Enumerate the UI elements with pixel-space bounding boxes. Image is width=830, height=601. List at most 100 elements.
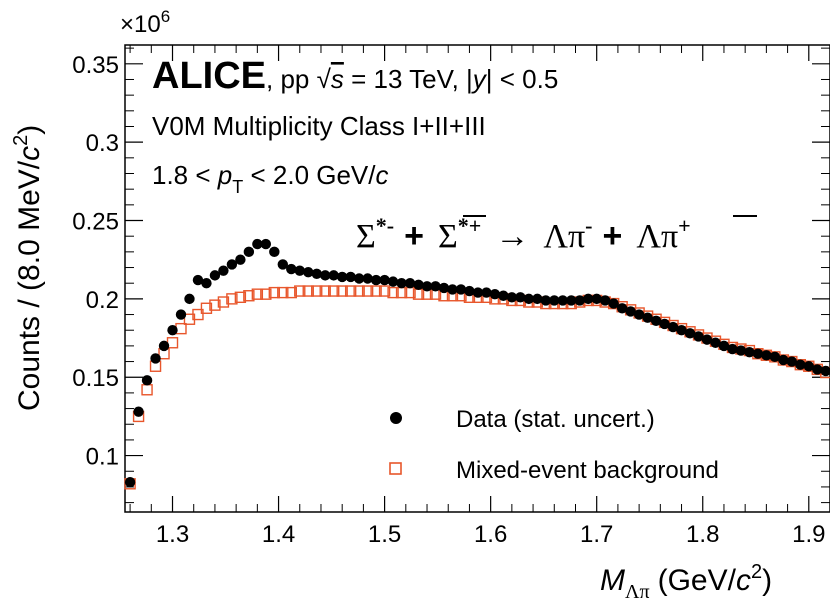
data-point	[218, 265, 229, 276]
data-point	[328, 270, 339, 281]
y-tick-label: 0.1	[86, 444, 119, 471]
y-exponent-label: ×106	[120, 7, 170, 38]
background-point	[226, 293, 238, 305]
data-point	[141, 375, 153, 386]
data-point	[778, 354, 789, 366]
data-point	[464, 285, 475, 297]
data-point	[286, 263, 297, 275]
data-point	[566, 295, 577, 306]
background-point	[234, 291, 247, 304]
data-point	[345, 271, 356, 283]
legend-marker-background	[389, 462, 402, 475]
data-point	[769, 351, 781, 363]
background-point	[361, 285, 374, 297]
data-point	[370, 274, 382, 286]
data-point	[133, 406, 144, 417]
data-point	[795, 359, 806, 370]
background-point	[294, 285, 306, 297]
data-point	[786, 356, 798, 367]
data-point	[710, 337, 721, 348]
data-point	[124, 477, 136, 488]
data-point	[421, 281, 433, 292]
data-point	[447, 284, 458, 295]
background-point	[285, 286, 297, 299]
data-point	[311, 268, 322, 279]
data-point	[744, 346, 755, 358]
x-tick-label: 1.6	[474, 521, 507, 548]
data-point	[812, 364, 823, 375]
legend: Data (stat. uncert.) Mixed-event backgro…	[389, 406, 719, 484]
y-tick-label: 0.15	[72, 365, 119, 392]
data-point	[175, 309, 187, 320]
data-point	[167, 325, 178, 336]
data-point	[659, 318, 670, 330]
data-point	[413, 279, 424, 290]
tick-labels: 1.3 1.4 1.5 1.6 1.7 1.8 1.9 0.1 0.15 0.2 0.25 0.3 0.…	[72, 52, 825, 548]
data-point	[727, 343, 738, 355]
data-point	[735, 345, 747, 356]
data-point	[184, 293, 195, 305]
data-point	[158, 340, 170, 352]
data-point	[803, 361, 814, 372]
x-tick-label: 1.4	[262, 521, 295, 548]
data-point	[455, 284, 467, 295]
background-point	[243, 290, 255, 302]
background-point	[268, 286, 281, 299]
data-point	[599, 295, 611, 306]
data-point	[362, 273, 373, 284]
data-point	[396, 278, 407, 289]
legend-marker-data	[390, 412, 402, 424]
data-point	[650, 315, 662, 327]
data-point	[633, 309, 645, 320]
data-point	[472, 287, 484, 298]
background-point	[328, 285, 340, 297]
data-point	[150, 353, 161, 364]
data-point	[209, 270, 221, 281]
data-point	[752, 348, 764, 359]
data-point	[260, 238, 272, 250]
data-point	[226, 259, 238, 270]
data-point	[540, 295, 551, 306]
background-point	[344, 285, 357, 297]
data-point	[625, 306, 636, 317]
data-point	[718, 340, 730, 352]
data-point	[336, 271, 348, 283]
multiplicity-class-label: V0M Multiplicity Class I+II+III	[152, 111, 486, 141]
data-point	[438, 282, 450, 294]
background-point	[251, 288, 264, 300]
data-point	[574, 295, 585, 306]
data-point	[201, 278, 212, 289]
data-point	[557, 295, 568, 306]
background-point	[217, 296, 230, 308]
background-point	[200, 302, 213, 314]
data-point	[532, 293, 543, 305]
data-point	[523, 293, 535, 305]
background-point	[370, 285, 382, 297]
data-series	[124, 238, 830, 488]
data-point	[294, 265, 305, 276]
background-point	[209, 299, 221, 311]
background-point	[311, 285, 323, 297]
reaction-label: Σ*- + Σ*+ → Λπ- + Λπ+	[356, 213, 757, 255]
data-point	[761, 350, 772, 361]
x-tick-label: 1.3	[156, 521, 189, 548]
y-axis-label: Counts / (8.0 MeV/c2)	[10, 125, 46, 411]
x-tick-label: 1.9	[792, 521, 825, 548]
data-point	[820, 365, 830, 377]
data-point	[243, 246, 255, 258]
experiment-header: ALICE, pp √s = 13 TeV, |y| < 0.5	[152, 55, 558, 97]
data-point	[269, 246, 280, 258]
data-point	[506, 292, 518, 303]
y-tick-label: 0.25	[72, 209, 119, 236]
y-tick-label: 0.2	[86, 287, 119, 314]
data-point	[192, 274, 204, 286]
data-point	[353, 273, 365, 284]
background-point	[353, 285, 365, 297]
background-point	[141, 384, 153, 396]
data-point	[684, 328, 696, 339]
background-point	[378, 285, 391, 297]
data-point	[642, 312, 653, 323]
data-point	[616, 303, 628, 314]
background-point	[175, 322, 187, 335]
data-point	[387, 276, 399, 287]
